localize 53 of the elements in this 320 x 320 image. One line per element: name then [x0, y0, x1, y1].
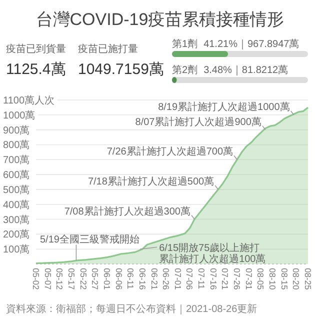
- annotation: 5/19全國三級警戒開始: [40, 234, 140, 246]
- x-tick-label: 07-01: [172, 268, 183, 290]
- x-tick-label: 08-10: [268, 268, 278, 290]
- y-tick-label: 100萬: [3, 244, 30, 256]
- annotation: 7/18累計施打人次超過500萬: [88, 175, 214, 188]
- x-tick-label: 07-31: [244, 268, 254, 290]
- x-tick-label: 06-26: [161, 268, 172, 290]
- annotation: 7/26累計施打人次超過700萬: [106, 146, 234, 158]
- text: 1049.7159萬: [78, 61, 164, 78]
- annotation: 累計施打人次超過100萬: [159, 253, 266, 266]
- x-tick-label: 06-01: [102, 268, 112, 290]
- x-tick-label: 06-16: [137, 268, 148, 290]
- x-tick-label: 08-05: [256, 268, 266, 290]
- y-tick-label: 500萬: [3, 184, 30, 196]
- text: 疫苗已施打量: [78, 43, 138, 55]
- x-tick-label: 08-25: [303, 268, 313, 290]
- y-tick-label: 600萬: [3, 169, 30, 182]
- data-label: 3.48%｜81.8212萬: [204, 64, 288, 76]
- y-tick-label: 第1劑: [172, 38, 198, 50]
- source-note: 資料來源：衛福部；每週日不公布資料｜2021-08-26更新: [6, 303, 258, 315]
- annotation: 6/15開放75歲以上施打: [159, 242, 260, 254]
- y-tick-label: 1000萬: [3, 109, 36, 122]
- x-tick-label: 07-16: [208, 268, 218, 290]
- x-tick-label: 05-02: [31, 268, 41, 290]
- data-label: 41.21%｜967.8947萬: [204, 38, 300, 50]
- x-tick-label: 06-11: [126, 268, 136, 290]
- y-tick-label: 1100萬人次: [3, 94, 55, 106]
- x-tick-label: 08-15: [279, 268, 290, 290]
- x-tick-label: 05-22: [78, 268, 88, 290]
- y-tick-label: 200萬: [3, 228, 30, 241]
- x-tick-label: 07-26: [232, 268, 242, 290]
- x-tick-label: 06-06: [114, 268, 124, 290]
- text: 1125.4萬: [6, 61, 66, 78]
- y-tick-label: 400萬: [3, 198, 30, 211]
- y-tick-label: 900萬: [3, 124, 30, 136]
- x-tick-label: 06-21: [149, 268, 160, 290]
- text: 疫苗已到貨量: [6, 43, 66, 55]
- text: 台灣COVID-19疫苗累積接種情形: [36, 10, 284, 29]
- x-tick-label: 05-17: [66, 268, 76, 290]
- x-tick-label: 05-07: [42, 268, 53, 290]
- annotation: 8/19累計施打人次超過1000萬: [158, 100, 290, 113]
- x-tick-label: 07-11: [196, 268, 207, 290]
- x-tick-label: 08-20: [291, 268, 302, 290]
- annotation: 7/08累計施打人次超過300萬: [64, 205, 190, 218]
- x-tick-label: 05-12: [54, 268, 65, 290]
- y-tick-label: 300萬: [3, 214, 30, 226]
- y-tick-label: 800萬: [3, 139, 30, 152]
- annotation: 8/07累計施打人次超過900萬: [135, 116, 262, 128]
- x-tick-label: 07-21: [220, 268, 230, 290]
- y-tick-label: 第2劑: [172, 64, 198, 76]
- y-tick-label: 700萬: [3, 154, 30, 166]
- x-tick-label: 07-06: [184, 268, 195, 290]
- x-tick-label: 05-27: [90, 268, 100, 290]
